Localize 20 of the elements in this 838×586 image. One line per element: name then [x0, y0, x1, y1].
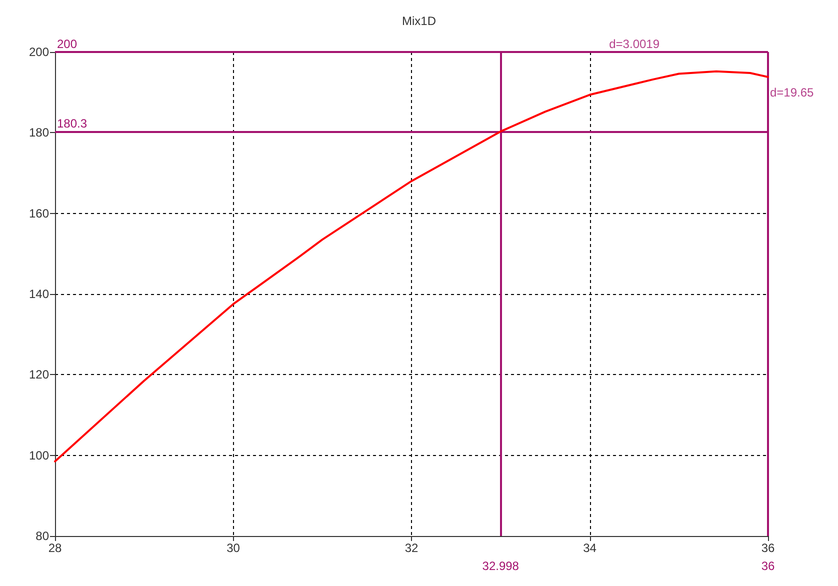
y-tick-label: 100 — [28, 448, 50, 462]
line-series — [54, 70, 769, 462]
x-tick-label: 28 — [48, 541, 62, 555]
annotation: d=3.0019 — [609, 37, 660, 51]
ref-line-label: 36 — [761, 559, 775, 573]
y-tick-label: 200 — [28, 45, 50, 59]
y-tick-label: 160 — [28, 206, 50, 220]
y-tick-label: 120 — [28, 368, 50, 382]
ref-line-label: 32.998 — [482, 559, 520, 573]
y-tick-label: 180 — [28, 126, 50, 140]
chart-title: Mix1D — [402, 14, 436, 28]
y-tick-label: 140 — [28, 287, 50, 301]
x-tick-label: 36 — [761, 541, 775, 555]
x-tick-label: 32 — [404, 541, 418, 555]
x-tick-label: 34 — [583, 541, 597, 555]
annotation: d=19.65 — [770, 85, 814, 100]
ref-line-label: 180.3 — [57, 116, 88, 130]
y-tick-label: 80 — [36, 529, 50, 543]
ref-line-label: 200 — [57, 37, 78, 51]
x-tick-label: 30 — [226, 541, 240, 555]
